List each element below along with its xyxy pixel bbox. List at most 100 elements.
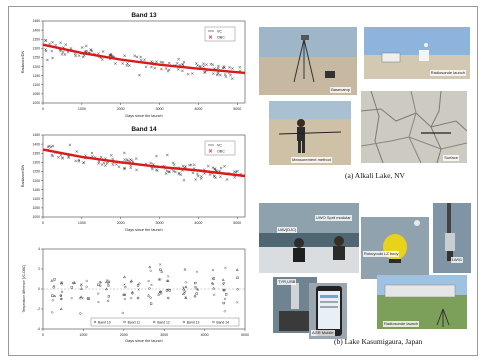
- data-point: [208, 173, 212, 176]
- data-point: [166, 296, 170, 300]
- data-point: [166, 69, 170, 73]
- data-point: [211, 166, 215, 170]
- data-point: [103, 164, 107, 167]
- data-point: [196, 64, 199, 68]
- data-point: [182, 286, 185, 289]
- y-tick-label: 1350: [32, 151, 40, 155]
- data-point: [43, 38, 47, 42]
- data-point: [194, 286, 197, 289]
- data-point: [195, 172, 199, 176]
- data-point: [73, 52, 77, 56]
- data-point: [211, 72, 215, 76]
- data-point: [97, 300, 100, 304]
- band13-chart: Band 130 1000 2000 3000 4000 5000100010501100…: [21, 12, 246, 118]
- data-point: [90, 151, 94, 155]
- data-point: [59, 49, 62, 53]
- band14-chart: Band 140 1000 2000 3000 4000 5000100010501100…: [21, 126, 246, 232]
- data-point: [104, 287, 108, 291]
- data-point: [107, 284, 110, 287]
- data-point: [155, 154, 158, 158]
- y-tick-label: 1100: [33, 83, 40, 87]
- y-tick-label: 1350: [32, 37, 40, 41]
- data-point: [123, 297, 127, 301]
- data-point: [158, 278, 162, 281]
- data-point: [84, 44, 88, 48]
- data-point: [82, 161, 85, 165]
- data-point: [236, 301, 239, 304]
- data-point: [98, 281, 102, 284]
- x-tick-label: 2000: [117, 107, 125, 111]
- x-tick-label: 4000: [201, 333, 209, 337]
- data-point: [135, 168, 138, 172]
- data-point: [164, 172, 168, 175]
- data-point: [136, 296, 140, 300]
- data-point: [171, 161, 175, 165]
- data-point: [129, 164, 133, 168]
- data-point: [160, 67, 163, 71]
- y-tick-label: 0: [38, 287, 40, 291]
- x-tick-label: 5000: [233, 221, 241, 225]
- data-point: [182, 60, 186, 64]
- temperature-difference-chart: 0 1000 2000 3000 4000 5000 -4 -2 0 2 4 Days since t…: [22, 247, 249, 343]
- phone-label: AGR Mobile: [311, 330, 335, 336]
- y-axis-label: Radiance/DN: [21, 164, 25, 187]
- y-tick-label: 1100: [33, 197, 40, 201]
- legend-marker: [182, 320, 185, 324]
- data-point: [191, 171, 195, 175]
- data-point: [114, 62, 117, 65]
- data-point: [51, 40, 54, 44]
- x-tick-label: 2000: [120, 333, 128, 337]
- data-point: [61, 50, 65, 54]
- x-tick-label: 3000: [156, 107, 164, 111]
- data-point: [211, 268, 215, 272]
- data-point: [54, 43, 58, 47]
- data-point: [101, 50, 105, 53]
- data-point: [182, 287, 186, 291]
- legend-box: [204, 26, 236, 42]
- buoy-photo: Rokuyoubi LZ buoy: [361, 217, 429, 279]
- obc-trend-line: [42, 43, 246, 75]
- data-point: [159, 263, 162, 266]
- data-point: [192, 163, 196, 167]
- y-tick-label: -4: [37, 327, 40, 331]
- legend-label: Band 12: [157, 320, 170, 324]
- data-point: [74, 54, 77, 58]
- data-point: [105, 280, 108, 283]
- data-point: [51, 56, 54, 60]
- radiosonde-launch-label: Radiosonde launch: [429, 70, 466, 76]
- y-tick-label: 1250: [32, 170, 40, 174]
- y-axis-label: Radiance/DN: [21, 50, 25, 73]
- data-point: [111, 163, 115, 167]
- data-point: [85, 285, 89, 289]
- data-point: [74, 159, 78, 163]
- data-point: [193, 294, 197, 298]
- data-point: [150, 283, 153, 287]
- y-tick-label: 2: [38, 267, 40, 271]
- data-point: [51, 144, 55, 148]
- y-tick-label: -2: [37, 307, 40, 311]
- data-point: [236, 288, 239, 291]
- data-point: [194, 281, 197, 285]
- data-point: [168, 170, 171, 174]
- uav-photo: UAV(DJC) UWO Sprit modular: [259, 203, 359, 273]
- data-point: [46, 145, 50, 149]
- data-point: [44, 49, 48, 53]
- data-point: [126, 159, 130, 163]
- legend-vc-label: VC: [217, 143, 222, 147]
- data-point: [107, 299, 110, 302]
- data-point: [165, 153, 169, 157]
- legend-obc-marker: [208, 149, 213, 153]
- surface-photo: Surface: [361, 91, 467, 163]
- data-point: [80, 46, 84, 49]
- data-point: [202, 65, 205, 68]
- data-point: [89, 48, 93, 52]
- data-point: [212, 174, 216, 178]
- y-tick-label: 1400: [32, 142, 40, 146]
- data-point: [232, 170, 236, 174]
- data-point: [172, 163, 176, 167]
- lw01-photo: LW01: [433, 203, 471, 273]
- data-point: [203, 70, 207, 74]
- x-tick-label: 4000: [194, 107, 202, 111]
- data-point: [196, 174, 200, 178]
- data-point: [210, 281, 214, 285]
